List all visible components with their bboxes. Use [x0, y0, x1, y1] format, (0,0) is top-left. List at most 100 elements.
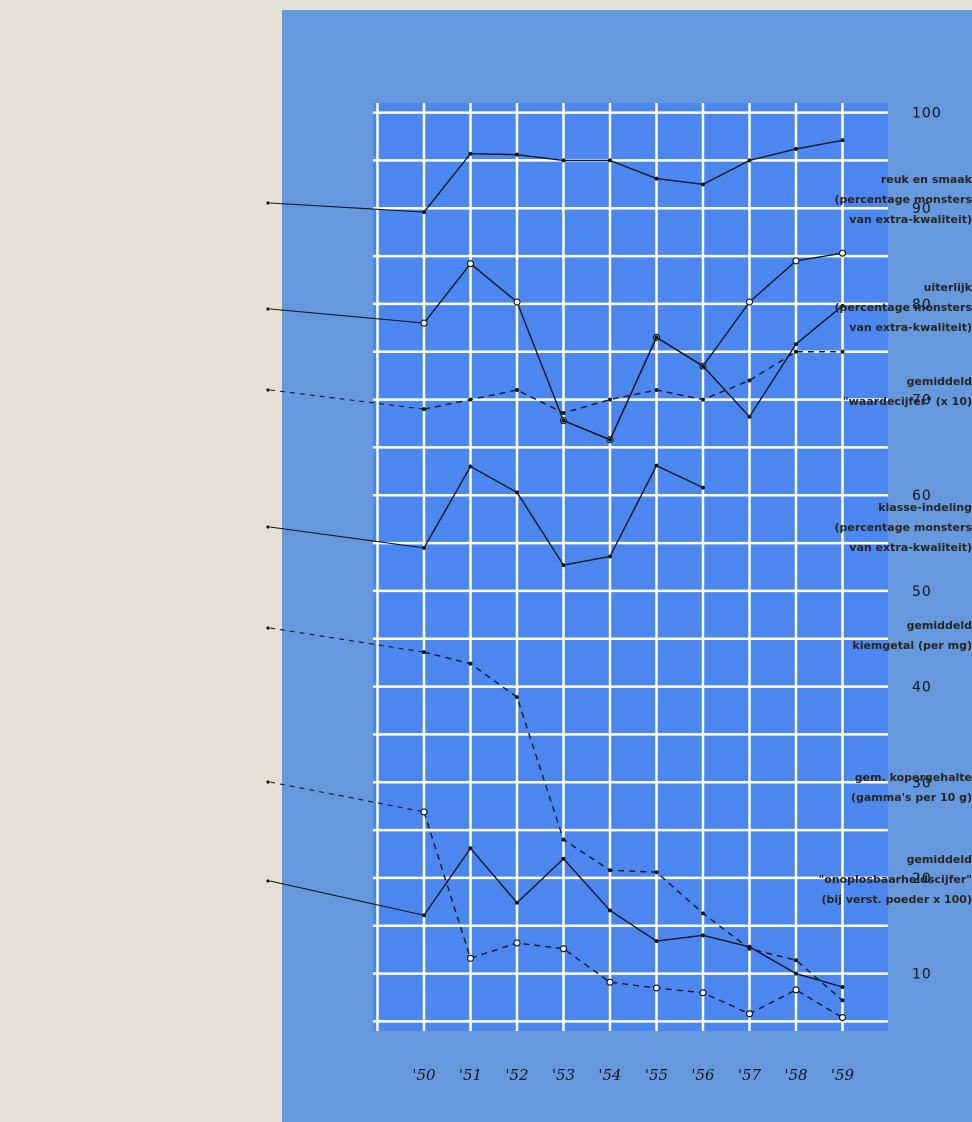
label-reuk-en-smaak: reuk en smaak (percentage monsters van e… — [682, 170, 972, 230]
data-point — [422, 407, 426, 412]
data-point — [745, 1010, 754, 1018]
label-line: van extra-kwaliteit) — [849, 541, 972, 554]
data-point — [468, 397, 473, 402]
data-point — [701, 933, 705, 938]
data-point — [792, 986, 800, 994]
data-point — [422, 650, 426, 655]
data-point — [840, 138, 845, 143]
data-point — [515, 695, 519, 700]
data-point — [468, 661, 473, 666]
data-point — [468, 464, 473, 469]
data-point — [747, 378, 752, 383]
data-point — [794, 342, 798, 347]
label-line: (percentage monsters — [834, 301, 972, 314]
data-point — [561, 410, 566, 415]
data-point — [515, 388, 519, 393]
label-line: gemiddeld — [906, 853, 972, 866]
series-line — [423, 847, 843, 988]
data-point — [654, 463, 659, 468]
data-point — [654, 176, 659, 181]
data-point — [468, 846, 473, 851]
data-point — [608, 908, 612, 913]
data-point — [420, 319, 428, 327]
data-point — [745, 298, 754, 306]
data-point — [468, 151, 473, 156]
label-uiterlijk: uiterlijk (percentage monsters van extra… — [682, 278, 972, 338]
leader-line — [269, 526, 425, 549]
label-line: (gamma's per 10 g) — [850, 791, 972, 804]
data-point — [561, 856, 566, 861]
label-line: (percentage monsters — [834, 193, 972, 206]
y-tick-label: 100 — [912, 106, 942, 122]
data-point — [840, 349, 845, 354]
data-point — [513, 298, 521, 306]
data-point — [561, 418, 566, 423]
data-point — [515, 900, 519, 905]
y-tick-label: 50 — [912, 584, 932, 600]
label-onoplosbaarheidscijfer: gemiddeld "onoplosbaarheidscijfer" (bij … — [682, 850, 972, 910]
data-point — [420, 808, 428, 816]
label-line: gemiddeld — [906, 619, 972, 632]
leader-dot — [266, 626, 270, 630]
data-point — [515, 152, 519, 157]
label-line: (percentage monsters — [834, 521, 972, 534]
data-point — [608, 158, 612, 163]
series-line — [423, 139, 843, 213]
data-point — [513, 939, 521, 947]
label-line: van extra-kwaliteit) — [849, 213, 972, 226]
data-point — [747, 944, 752, 949]
data-point — [515, 490, 519, 495]
data-point — [840, 984, 845, 989]
data-point — [652, 984, 661, 992]
data-point — [701, 485, 705, 490]
data-point — [794, 146, 798, 151]
data-point — [654, 870, 659, 875]
label-line: "onoplosbaarheidscijfer" — [818, 873, 972, 886]
leader-line — [269, 308, 425, 324]
x-tick-label: '58 — [784, 1066, 807, 1084]
leader-dot — [266, 307, 270, 311]
data-point — [838, 1014, 847, 1022]
leader-dot — [266, 879, 270, 883]
y-tick-label: 90 — [912, 201, 932, 217]
label-line: (bij verst. poeder x 100) — [821, 893, 972, 906]
data-point — [747, 414, 752, 419]
data-point — [840, 998, 845, 1003]
data-point — [747, 158, 752, 163]
label-waardecijfer: gemiddeld "waardecijfer" (x 10) — [682, 372, 972, 412]
y-tick-label: 40 — [912, 680, 932, 696]
plot-area — [373, 103, 888, 1031]
data-point — [422, 210, 426, 215]
x-tick-label: '51 — [459, 1066, 482, 1084]
data-point — [699, 989, 707, 997]
label-kiemgetal: gemiddeld kiemgetal (per mg) — [682, 616, 972, 656]
data-point — [608, 437, 612, 442]
label-line: gemiddeld — [906, 375, 972, 388]
label-klasse-indeling: klasse-indeling (percentage monsters van… — [682, 498, 972, 558]
data-point — [792, 257, 800, 265]
y-tick-label: 70 — [912, 393, 932, 409]
data-point — [654, 939, 659, 944]
y-tick-label: 10 — [912, 967, 932, 983]
x-tick-label: '53 — [552, 1066, 575, 1084]
x-tick-label: '56 — [691, 1066, 715, 1084]
leader-line — [269, 202, 425, 213]
data-point — [794, 349, 798, 354]
data-point — [608, 397, 612, 402]
data-point — [701, 397, 705, 402]
x-tick-label: '57 — [738, 1066, 762, 1084]
data-point — [422, 913, 426, 918]
data-point — [654, 335, 659, 340]
data-point — [561, 837, 566, 842]
label-line: gem. kopergehalte — [854, 771, 972, 784]
data-point — [422, 545, 426, 550]
leader-line — [269, 880, 425, 916]
data-point — [561, 563, 566, 568]
data-point — [606, 978, 614, 986]
x-tick-label: '55 — [645, 1066, 668, 1084]
data-point — [608, 554, 612, 559]
data-point — [466, 954, 475, 962]
label-line: "waardecijfer" (x 10) — [842, 395, 972, 408]
y-tick-label: 60 — [912, 488, 932, 504]
